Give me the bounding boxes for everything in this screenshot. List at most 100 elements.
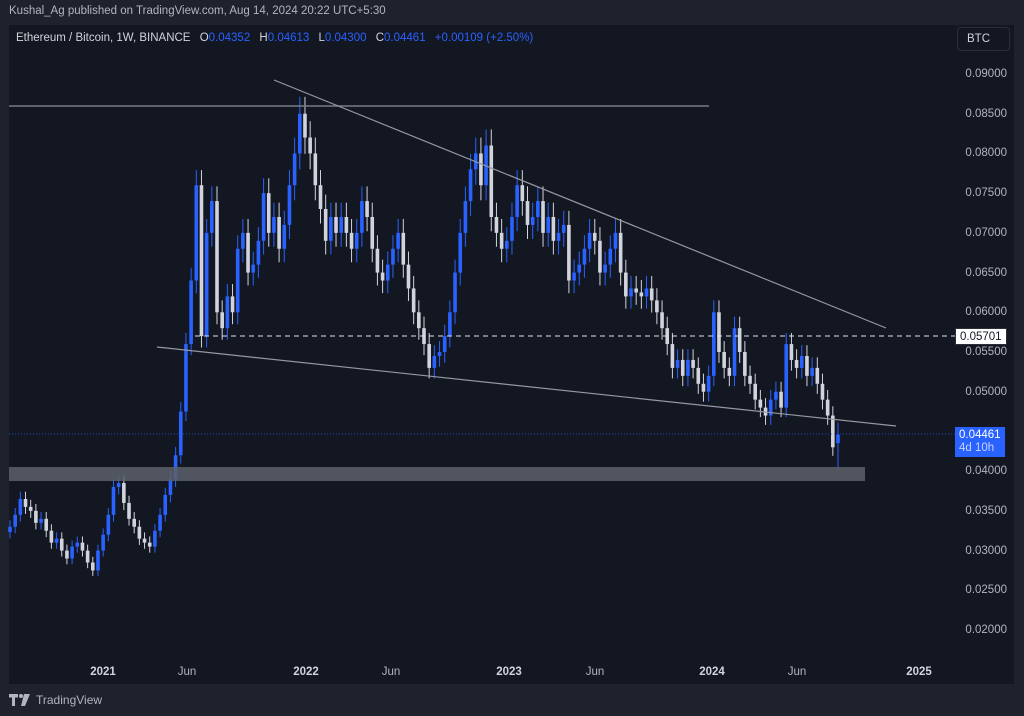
up-candle [706,375,711,392]
up-candle [111,487,116,515]
up-candle [329,216,333,241]
up-candle [453,272,457,313]
time-tick: 2023 [496,666,522,678]
time-tick: Jun [381,666,401,678]
up-candle [75,542,80,547]
down-candle [717,312,721,353]
time-tick: Jun [787,666,807,678]
up-candle [54,538,59,543]
footer-brand[interactable]: TradingView [9,693,102,707]
down-candle [634,288,638,293]
down-candle [779,391,783,408]
up-candle [391,248,395,265]
up-candle [116,483,121,488]
up-candle [70,546,74,559]
down-candle [660,312,664,329]
down-candle [417,312,421,329]
down-candle [23,498,28,507]
chart-panel[interactable] [9,25,1014,684]
up-candle [536,201,540,217]
up-candle [178,411,183,456]
up-candle [732,328,737,376]
down-candle [277,216,281,249]
up-candle [675,359,680,368]
time-tick: 2021 [90,666,116,678]
down-candle [406,264,411,289]
support-zone[interactable] [9,467,865,481]
price-tick: 0.05000 [965,385,1007,398]
down-candle [142,538,147,543]
down-candle [789,344,794,360]
price-tick: 0.07000 [965,226,1007,239]
price-tick: 0.08000 [965,147,1007,160]
down-candle [541,201,545,233]
down-candle [805,355,809,376]
down-candle [815,367,820,384]
down-candle [375,248,380,273]
up-candle [505,240,509,249]
price-tick: 0.06500 [965,266,1007,279]
up-candle [546,216,550,233]
down-candle [489,145,494,217]
down-candle [411,288,416,313]
up-candle [354,232,359,249]
up-candle [463,201,468,233]
down-candle [137,526,142,539]
down-candle [401,232,406,265]
down-candle [49,530,54,543]
low-value: 0.04300 [324,32,367,44]
down-candle [649,288,654,301]
up-candle [572,272,576,281]
up-candle [235,248,240,313]
up-candle [225,296,230,329]
up-candle [158,514,162,531]
price-tick: 0.06000 [965,306,1007,319]
up-candle [298,113,302,154]
up-candle [603,264,607,273]
upper-trendline[interactable] [273,79,887,329]
brand-name: TradingView [36,693,103,707]
down-candle [794,359,799,368]
time-tick: Jun [177,666,197,678]
down-candle [592,232,597,241]
down-candle [479,153,483,186]
up-candle [261,193,266,241]
up-candle [96,550,100,571]
down-candle [91,562,95,571]
price-tick: 0.03000 [965,544,1007,557]
down-candle [28,506,33,511]
up-candle [251,264,256,273]
down-candle [820,383,825,400]
up-candle [686,359,690,376]
down-candle [701,383,706,392]
down-candle [696,367,701,384]
up-candle [189,280,193,345]
down-candle [215,201,219,313]
up-candle [153,530,157,547]
up-candle [448,312,452,337]
up-candle [608,248,613,265]
down-candle [567,224,571,281]
up-candle [458,232,463,273]
time-tick: 2025 [906,666,932,678]
lower-trendline[interactable] [156,346,897,427]
currency-button[interactable]: BTC [957,27,1010,51]
close-label: C [375,32,385,44]
low-label: L [318,32,325,44]
down-candle [365,201,369,217]
down-candle [220,312,224,329]
symbol-title: Ethereum / Bitcoin, 1W, BINANCE [16,32,191,44]
ohlc-legend: Ethereum / Bitcoin, 1W, BINANCE O0.04352… [16,32,533,44]
price-tick: 0.02500 [965,584,1007,597]
up-candle [18,498,23,515]
up-candle [768,399,773,416]
down-candle [199,185,204,337]
up-candle [339,216,343,233]
down-candle [598,240,602,273]
down-candle [727,367,732,376]
down-candle [825,399,830,416]
down-candle [85,550,90,563]
up-candle [836,434,840,444]
down-candle [758,399,763,408]
